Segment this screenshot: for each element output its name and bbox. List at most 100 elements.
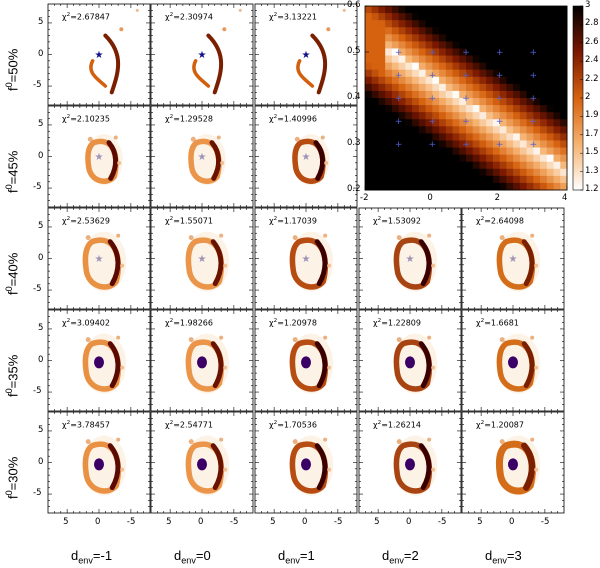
colorbar-tick-label: 2.4: [585, 55, 599, 66]
colorbar-tick-label: 1.9: [585, 110, 599, 121]
x-tick-label: 0: [95, 517, 101, 527]
emission-ring: [496, 231, 541, 292]
inset-y-tick-label: 0.6: [347, 0, 361, 10]
grid-marker-icon: +: [395, 71, 403, 81]
chi2-label: χ2=1.70536: [269, 420, 317, 430]
colorbar-tick-label: 3: [585, 0, 591, 10]
y-tick-label: 5: [38, 220, 44, 231]
inset-x-tick-label: 0: [427, 193, 433, 203]
chi2-label: χ2=1.22809: [373, 318, 421, 328]
y-tick-label: -5: [33, 386, 42, 397]
grid-marker-icon: +: [462, 94, 470, 104]
emission-ring: [85, 134, 123, 186]
inset-x-tick-label: 2: [494, 193, 501, 203]
y-tick-label: 0: [38, 456, 44, 467]
grid-marker-icon: +: [530, 48, 538, 58]
grid-marker-icon: +: [462, 48, 470, 58]
grid-marker-icon: +: [496, 94, 504, 104]
chi2-label: χ2=1.40996: [269, 114, 317, 124]
inset-y-tick-label: 0.5: [347, 46, 361, 56]
chi2-label: χ2=1.53092: [373, 216, 421, 226]
emission-ring: [289, 435, 334, 496]
emission-ring: [393, 435, 438, 496]
y-tick-label: 0: [38, 48, 44, 59]
colorbar-tick-label: 1.3: [585, 165, 599, 176]
chi2-label: χ2=2.53629: [62, 216, 110, 226]
emission-ring: [496, 333, 541, 394]
inset-y-tick-label: 0.4: [347, 92, 361, 102]
x-tick-label: -5: [229, 517, 239, 527]
panel-r0-c2: ★: [254, 3, 358, 106]
x-tick-label: 0: [406, 517, 412, 527]
grid-marker-icon: +: [496, 140, 504, 150]
grid-marker-icon: +: [530, 117, 538, 127]
emission-ring: [289, 231, 334, 292]
y-tick-label: 5: [38, 424, 44, 435]
y-tick-label: 0: [38, 354, 44, 365]
row-label: f0=40%: [4, 252, 21, 295]
chi2-label: χ2=2.10235: [62, 114, 110, 124]
chi2-label: χ2=1.6681: [476, 318, 519, 328]
y-tick-label: -5: [33, 182, 42, 193]
x-tick-label: -5: [333, 517, 343, 527]
chi2-label: χ2=1.20087: [476, 420, 524, 430]
emission-ring: [185, 231, 230, 292]
grid-marker-icon: +: [496, 117, 504, 127]
chi2-label: χ2=1.29528: [165, 114, 213, 124]
x-tick-label: 0: [198, 517, 204, 527]
emission-ring: [393, 231, 438, 292]
column-label: denv=-1: [71, 548, 113, 566]
grid-marker-icon: +: [462, 140, 470, 150]
y-tick-label: -5: [33, 80, 42, 91]
chi2-label: χ2=2.54771: [165, 420, 213, 430]
y-tick-label: 0: [38, 150, 44, 161]
colorbar-tick-label: 1.2: [585, 184, 599, 194]
emission-ring: [82, 435, 127, 496]
row-label: f0=30%: [4, 456, 21, 499]
chi2-label: χ2=3.13221: [269, 12, 317, 22]
chi2-heatmap: [365, 6, 568, 191]
colorbar-tick-label: 1.5: [585, 147, 599, 158]
panel-r0-c0: ★: [47, 3, 151, 106]
grid-marker-icon: +: [429, 117, 437, 127]
x-tick-label: -5: [437, 517, 447, 527]
emission-ring: [185, 333, 230, 394]
row-label: f0=45%: [4, 150, 21, 193]
y-tick-label: 0: [38, 252, 44, 263]
grid-marker-icon: +: [530, 94, 538, 104]
colorbar-tick-label: 1.7: [585, 128, 599, 139]
inset-x-tick-label: 4: [562, 193, 568, 203]
grid-marker-icon: +: [429, 48, 437, 58]
colorbar-tick-label: 2.2: [585, 73, 599, 84]
grid-marker-icon: +: [496, 71, 504, 81]
chi2-label: χ2=2.67847: [62, 12, 110, 22]
grid-marker-icon: +: [395, 48, 403, 58]
grid-marker-icon: +: [530, 140, 538, 150]
emission-ring: [82, 333, 127, 394]
panel-r0-c1: ★: [150, 3, 254, 106]
grid-marker-icon: +: [530, 71, 538, 81]
y-tick-label: 5: [38, 118, 44, 129]
grid-marker-icon: +: [395, 117, 403, 127]
y-tick-label: 5: [38, 16, 44, 27]
y-tick-label: -5: [33, 488, 42, 499]
x-tick-label: 5: [63, 517, 69, 527]
chi2-label: χ2=3.09402: [62, 318, 110, 328]
chi2-map-inset: + + + + + + + + + + + + + + + + + + + + + + + + +: [364, 5, 584, 191]
chi2-label: χ2=1.20978: [269, 318, 317, 328]
x-tick-label: -5: [126, 517, 136, 527]
grid-marker-icon: +: [462, 71, 470, 81]
x-tick-label: 0: [302, 517, 308, 527]
column-label: denv=0: [174, 548, 211, 566]
emission-ring: [185, 435, 230, 496]
grid-marker-icon: +: [496, 48, 504, 58]
y-tick-label: 5: [38, 322, 44, 333]
column-label: denv=3: [485, 548, 522, 566]
y-tick-label: -5: [33, 284, 42, 295]
grid-marker-icon: +: [395, 140, 403, 150]
x-tick-label: -5: [540, 517, 550, 527]
chi2-label: χ2=1.98266: [165, 318, 213, 328]
x-tick-label: 5: [477, 517, 483, 527]
grid-marker-icon: +: [462, 117, 470, 127]
row-label: f0=35%: [4, 354, 21, 397]
